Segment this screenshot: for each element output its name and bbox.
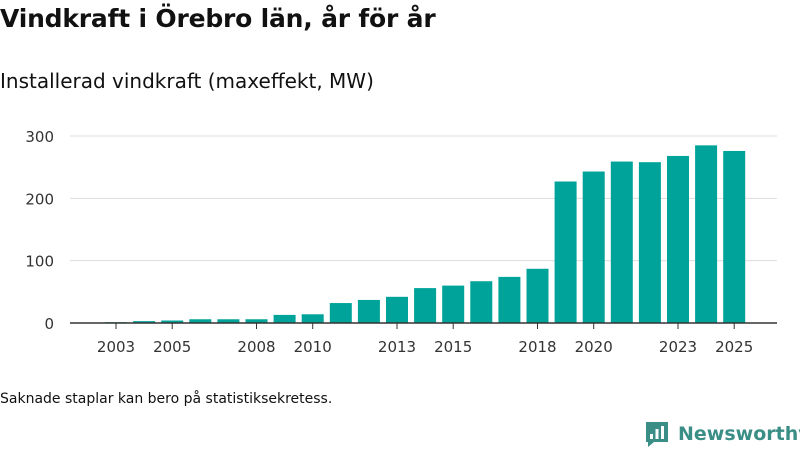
x-tick-label: 2020 bbox=[575, 338, 613, 356]
bar bbox=[189, 319, 212, 323]
x-tick-label: 2010 bbox=[294, 338, 332, 356]
newsworthy-logo-icon bbox=[646, 422, 668, 447]
y-tick-label: 300 bbox=[25, 128, 54, 146]
bar bbox=[273, 314, 296, 323]
bar bbox=[414, 288, 437, 323]
x-tick-label: 2015 bbox=[434, 338, 472, 356]
bar bbox=[582, 171, 605, 323]
bar bbox=[217, 319, 240, 323]
bar bbox=[245, 319, 268, 323]
x-tick-label: 2008 bbox=[237, 338, 275, 356]
bar bbox=[638, 162, 661, 323]
bar bbox=[386, 296, 408, 323]
bar bbox=[357, 299, 380, 323]
x-tick-label: 2005 bbox=[153, 338, 191, 356]
bar bbox=[554, 181, 577, 323]
x-tick-label: 2013 bbox=[378, 338, 416, 356]
bar bbox=[301, 314, 324, 323]
x-tick-label: 2003 bbox=[97, 338, 135, 356]
newsworthy-brand[interactable]: Newsworthy bbox=[644, 420, 800, 448]
bar bbox=[470, 281, 493, 323]
y-tick-label: 0 bbox=[44, 315, 54, 333]
bar bbox=[695, 145, 718, 323]
bar bbox=[610, 161, 633, 323]
bar bbox=[498, 276, 521, 323]
chart-title: Vindkraft i Örebro län, år för år bbox=[0, 4, 436, 33]
x-tick-label: 2023 bbox=[659, 338, 697, 356]
bar-chart: 0 100 200 300 2003 2005 2008 2010 2013 2015 2018 20… bbox=[25, 128, 777, 356]
x-tick-label: 2018 bbox=[518, 338, 556, 356]
footnote: Saknade staplar kan bero på statistiksek… bbox=[0, 391, 333, 407]
y-tick-label: 200 bbox=[25, 190, 54, 208]
bar bbox=[526, 268, 549, 323]
brand-name: Newsworthy bbox=[678, 423, 800, 445]
bar bbox=[667, 155, 689, 323]
chart-subtitle: Installerad vindkraft (maxeffekt, MW) bbox=[0, 69, 374, 93]
bar bbox=[442, 285, 465, 323]
x-tick-label: 2025 bbox=[715, 338, 753, 356]
bar bbox=[161, 320, 184, 323]
bar bbox=[723, 150, 746, 323]
y-tick-label: 100 bbox=[25, 253, 54, 271]
bar bbox=[133, 321, 156, 323]
bar bbox=[329, 303, 352, 323]
